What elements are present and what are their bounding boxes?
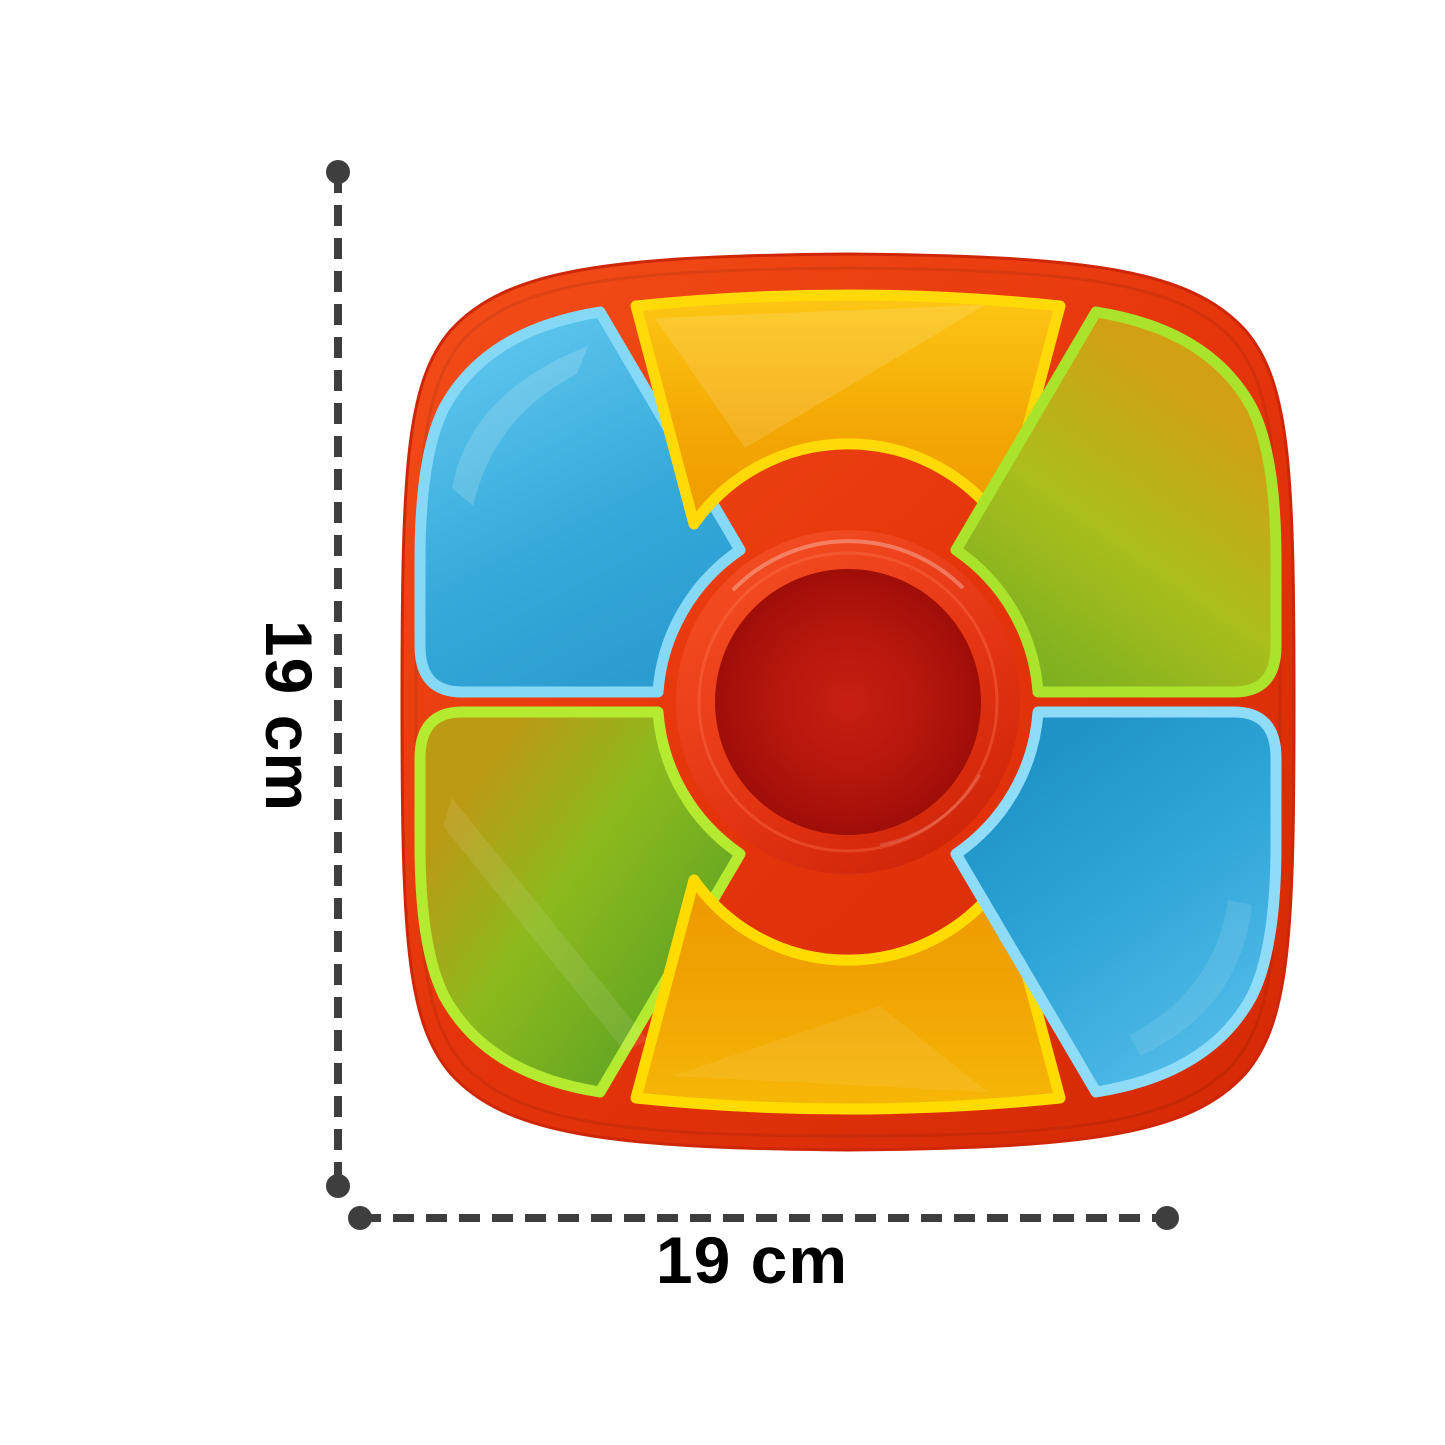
highlight-bottom-right xyxy=(1130,900,1252,1056)
compartment-bottom-left xyxy=(414,706,746,1098)
compartment-bottom-right xyxy=(950,706,1282,1098)
height-dimension-label: 19 cm xyxy=(252,620,326,812)
width-line-right-dot xyxy=(1155,1206,1179,1230)
highlight-top-center xyxy=(655,305,985,448)
width-line-left-dot xyxy=(348,1206,372,1230)
compartment-top-center xyxy=(630,289,1066,530)
compartment-top-right xyxy=(950,306,1282,698)
center-bowl-highlight-small xyxy=(879,774,982,847)
tray-inner-rim xyxy=(414,266,1282,1138)
highlight-bottom-center xyxy=(672,1006,988,1092)
height-line-top-dot xyxy=(326,160,350,184)
highlight-bottom-left xyxy=(443,798,648,1052)
center-bowl-interior xyxy=(715,569,981,835)
width-dimension-label: 19 cm xyxy=(656,1223,848,1297)
center-bowl-highlight xyxy=(731,539,965,592)
height-line-bottom-dot xyxy=(326,1174,350,1198)
compartment-bottom-center xyxy=(630,874,1066,1115)
center-bowl-step xyxy=(697,551,999,853)
compartment-top-left xyxy=(414,306,746,698)
highlight-top-left xyxy=(452,346,588,506)
